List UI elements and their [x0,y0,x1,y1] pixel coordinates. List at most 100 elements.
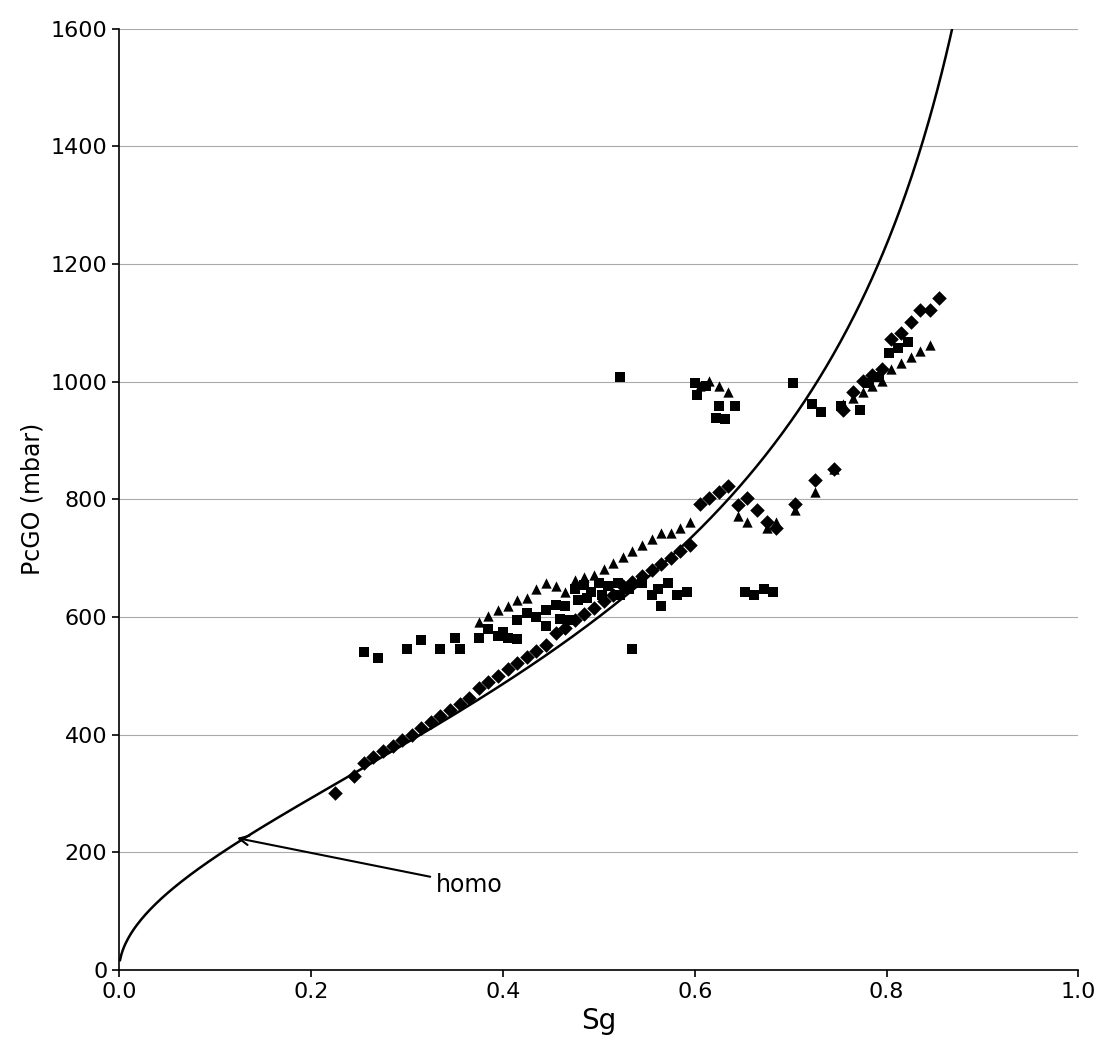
Point [556,619,574,636]
Point [911,342,929,359]
Point [824,460,842,477]
Point [441,701,459,718]
Point [690,378,708,395]
Point [593,586,611,603]
Point [470,614,488,630]
Point [518,589,536,606]
Point [738,490,756,507]
Point [767,520,785,536]
Point [623,573,641,590]
Point [911,302,929,319]
Point [585,600,603,617]
Point [755,580,773,597]
Point [569,592,586,609]
Point [489,602,507,619]
Point [729,496,747,513]
Point [860,375,878,392]
Point [566,611,584,628]
Point [863,366,881,383]
Point [736,583,754,600]
Point [879,345,897,362]
Point [614,578,632,595]
Point [688,386,706,403]
Point [470,629,488,646]
Point [707,410,725,427]
Point [611,586,629,603]
Point [805,484,823,501]
Point [575,577,593,593]
Point [582,584,600,601]
Point [489,667,507,684]
Point [412,719,430,736]
Point [678,583,696,600]
Point [594,592,612,609]
Point [498,660,516,677]
Point [697,377,715,394]
Point [668,586,686,603]
Point [812,403,830,420]
Point [709,484,727,501]
Point [824,460,842,477]
Point [431,641,449,658]
Point [451,696,469,713]
Point [537,618,555,635]
Point [508,592,526,609]
Point [537,574,555,591]
Point [393,732,411,749]
Point [834,396,852,413]
Point [494,623,512,640]
Point [709,398,727,415]
Point [609,574,627,591]
Point [671,543,689,560]
Point [709,378,727,395]
Point [920,337,938,354]
Point [764,583,782,600]
Point [498,629,516,646]
Point [355,644,373,661]
X-axis label: Sg: Sg [581,1007,617,1035]
Point [863,378,881,395]
Point [729,507,747,524]
Point [633,574,651,591]
Point [652,525,670,542]
Point [326,785,344,802]
Point [412,633,430,649]
Point [527,580,545,597]
Point [546,578,564,595]
Point [803,396,821,413]
Point [726,398,744,415]
Point [738,513,756,530]
Point [661,525,679,542]
Point [604,587,622,604]
Point [844,390,862,407]
Point [579,589,596,606]
Point [556,598,574,615]
Point [611,369,629,385]
Point [575,568,593,585]
Point [556,584,574,601]
Point [853,372,871,389]
Point [575,605,593,622]
Point [479,673,497,690]
Point [700,490,718,507]
Point [446,629,464,646]
Point [892,355,910,372]
Point [686,375,704,392]
Point [851,401,869,418]
Point [872,372,890,389]
Text: homo: homo [239,835,503,897]
Point [767,513,785,530]
Point [642,586,660,603]
Point [832,398,850,415]
Point [690,495,708,512]
Point [374,742,392,759]
Point [659,574,677,591]
Point [621,581,639,598]
Point [498,598,516,615]
Point [901,348,919,365]
Point [508,630,526,647]
Point [786,502,804,518]
Point [546,625,564,642]
Point [681,513,699,530]
Point [642,531,660,548]
